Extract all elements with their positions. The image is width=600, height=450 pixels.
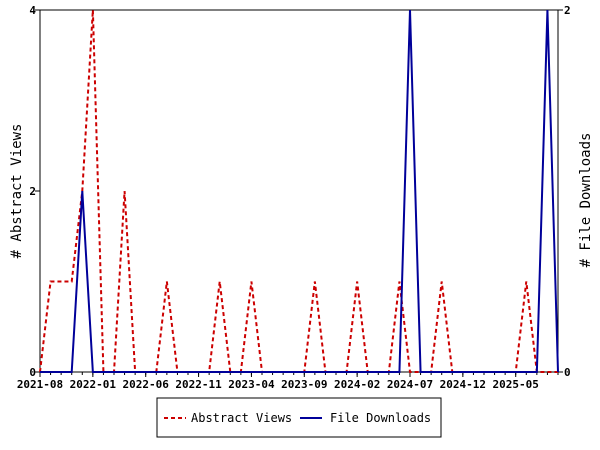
y-right-tick-label: 2: [564, 4, 571, 17]
legend-label-file-downloads: File Downloads: [330, 411, 431, 425]
x-tick-label: 2024-02: [334, 378, 380, 391]
series-line-file-downloads: [40, 9, 559, 373]
legend-label-abstract-views: Abstract Views: [191, 411, 292, 425]
y-left-tick-label: 4: [29, 4, 36, 17]
tick-layer: 2021-08 2022-01 2022-06 2022-11 2023-04 2023-…: [17, 4, 571, 391]
y-right-axis-title: # File Downloads: [578, 133, 594, 268]
x-tick-label: 2025-05: [493, 378, 539, 391]
x-tick-label: 2024-12: [440, 378, 486, 391]
y-left-tick-label: 0: [29, 366, 36, 379]
x-tick-label: 2021-08: [17, 378, 63, 391]
x-tick-label: 2023-04: [228, 378, 275, 391]
legend: Abstract Views File Downloads: [156, 397, 442, 438]
y-left-tick-label: 2: [29, 185, 36, 198]
plot-area: [39, 9, 559, 373]
x-tick-label: 2022-11: [175, 378, 222, 391]
y-left-axis-title: # Abstract Views: [9, 124, 25, 259]
x-tick-label: 2024-07: [387, 378, 433, 391]
x-tick-label: 2023-09: [281, 378, 327, 391]
y-right-tick-label: 0: [564, 366, 571, 379]
x-tick-label: 2022-06: [123, 378, 170, 391]
series-layer: [39, 9, 559, 373]
x-tick-label: 2022-01: [70, 378, 117, 391]
legend-box: [156, 397, 442, 438]
